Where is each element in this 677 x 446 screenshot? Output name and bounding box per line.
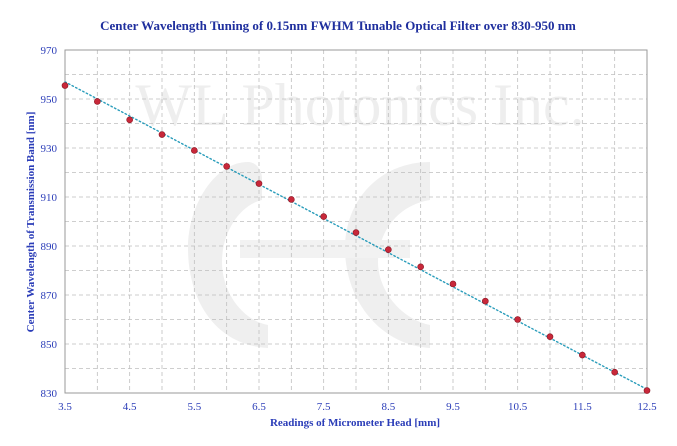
y-tick-label: 850: [41, 339, 58, 351]
data-point: [417, 263, 424, 271]
x-tick-label: 5.5: [187, 401, 201, 413]
plot-area: [64, 49, 648, 394]
data-point: [352, 229, 360, 236]
x-axis-ticks: 3.5 4.5 5.5 6.5 7.5 8.5 9.5 10.5 11.5 12.5: [58, 401, 657, 413]
data-point: [482, 297, 489, 305]
data-point: [223, 163, 230, 170]
data-point: [546, 333, 554, 340]
data-point: [288, 196, 295, 203]
x-tick-label: 8.5: [381, 401, 395, 413]
y-tick-label: 930: [41, 143, 58, 155]
data-point: [514, 316, 521, 323]
watermark-text: WL Photonics Inc.: [135, 72, 584, 138]
y-axis-ticks: 830 850 870 890 910 930 950 970: [41, 45, 58, 400]
x-tick-label: 4.5: [123, 401, 137, 413]
x-tick-label: 12.5: [637, 401, 657, 413]
y-tick-label: 950: [41, 94, 58, 106]
chart-grid: [64, 49, 648, 394]
x-axis-title: Readings of Micrometer Head [mm]: [270, 417, 440, 429]
x-tick-label: 6.5: [252, 401, 266, 413]
data-point: [255, 180, 263, 187]
data-point: [126, 116, 133, 124]
y-tick-label: 970: [41, 45, 58, 57]
data-point: [94, 98, 101, 105]
x-tick-label: 7.5: [317, 401, 331, 413]
x-tick-label: 3.5: [58, 401, 72, 413]
data-point: [158, 131, 166, 138]
y-tick-label: 830: [41, 388, 58, 400]
chart-title: Center Wavelength Tuning of 0.15nm FWHM …: [100, 18, 576, 33]
data-point: [385, 246, 392, 253]
data-point: [61, 82, 69, 89]
data-point: [191, 147, 198, 154]
x-tick-label: 9.5: [446, 401, 460, 413]
data-point: [579, 351, 586, 359]
y-tick-label: 870: [41, 290, 58, 302]
data-point: [449, 280, 457, 288]
data-point: [643, 387, 651, 394]
data-point: [320, 213, 327, 220]
data-points: [61, 82, 651, 394]
watermark-logo: [188, 162, 430, 348]
y-tick-label: 890: [41, 241, 58, 253]
x-tick-label: 11.5: [573, 401, 592, 413]
x-tick-label: 10.5: [508, 401, 528, 413]
data-point: [611, 368, 618, 376]
y-tick-label: 910: [41, 192, 58, 204]
y-axis-title: Center Wavelength of Transmission Band […: [25, 112, 37, 333]
